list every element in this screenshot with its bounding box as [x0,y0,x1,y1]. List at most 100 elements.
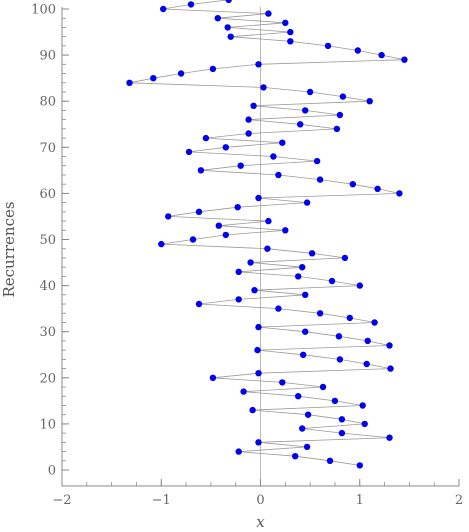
data-point [374,185,381,192]
data-point [335,333,343,340]
data-point [165,213,172,220]
data-point [224,24,231,31]
data-point [255,61,262,68]
data-point [282,19,289,26]
data-point [158,240,165,248]
data-point [387,365,394,372]
data-point [366,98,373,105]
data-point [202,134,210,142]
data-point [215,222,222,229]
y-tick-label: 30 [39,325,56,340]
data-point [287,38,294,45]
data-point [295,393,302,400]
x-tick-label: 0 [256,493,264,508]
data-point [160,5,167,13]
data-point [235,448,242,455]
data-point [303,199,311,206]
data-point [338,416,346,423]
data-point [251,287,258,294]
data-point [371,319,378,326]
data-point [363,360,370,368]
data-point [341,254,349,262]
y-tick-label: 80 [39,95,56,110]
data-point [247,259,254,266]
data-point [222,231,229,239]
data-point [197,167,205,174]
data-point [364,337,371,345]
y-tick-label: 40 [39,279,56,294]
data-point [339,93,347,100]
data-point [270,153,277,160]
data-point [349,181,356,188]
data-point [302,291,309,298]
x-axis-title: x [256,513,265,531]
data-point [331,397,339,405]
data-point [214,15,221,22]
data-point [308,250,316,257]
data-point [195,300,203,308]
data-point [235,268,242,275]
data-point [401,56,408,63]
x-tick-label: −1 [152,493,171,508]
data-point [303,443,311,451]
data-point [245,116,252,123]
data-point [292,453,299,460]
data-point [265,217,272,225]
data-point [302,107,309,114]
data-point [237,162,244,169]
x-tick-label: 2 [455,493,463,508]
data-point [250,102,257,110]
data-point [361,420,368,428]
data-point [302,328,309,335]
y-tick-label: 100 [31,3,56,18]
data-point [245,130,252,137]
data-point [249,406,256,414]
data-point [297,121,304,128]
data-point [255,439,262,446]
data-point [189,236,197,243]
data-point [295,273,302,280]
recurrence-connecting-line [129,0,405,466]
data-point [396,190,403,197]
x-tick-label: 1 [356,493,364,508]
data-point [275,305,282,312]
data-point [255,323,262,331]
y-tick-label: 10 [39,417,56,432]
data-point [299,425,306,432]
data-point [378,51,385,59]
data-point [316,310,324,317]
data-point [234,204,241,211]
data-point [328,277,336,285]
data-point [336,111,344,119]
data-point [282,227,289,234]
y-tick-label: 90 [39,49,56,64]
y-axis-title: Recurrences [0,201,18,297]
data-point [185,148,193,156]
data-point [306,88,314,96]
data-point [300,351,307,358]
data-point [359,402,366,409]
data-point [255,194,262,202]
data-point [209,374,217,381]
x-tick-label: −2 [52,493,71,508]
data-point [222,144,229,151]
data-point [195,208,203,215]
data-point [299,264,306,271]
data-point [356,282,363,289]
data-point [386,342,393,349]
y-tick-label: 50 [39,233,56,248]
data-point [264,245,271,252]
data-point [177,70,185,77]
y-tick-label: 0 [48,464,56,479]
data-point [279,379,286,386]
data-point [354,47,361,54]
data-point [265,10,272,17]
data-point [336,356,344,363]
data-point [209,65,217,73]
points-layer [126,0,408,469]
data-point [187,1,195,8]
axes-layer [61,7,460,487]
data-point [279,139,286,146]
